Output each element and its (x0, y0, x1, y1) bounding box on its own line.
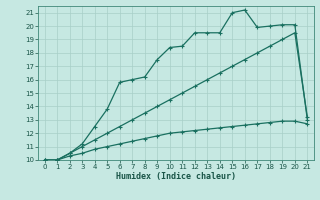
X-axis label: Humidex (Indice chaleur): Humidex (Indice chaleur) (116, 172, 236, 181)
